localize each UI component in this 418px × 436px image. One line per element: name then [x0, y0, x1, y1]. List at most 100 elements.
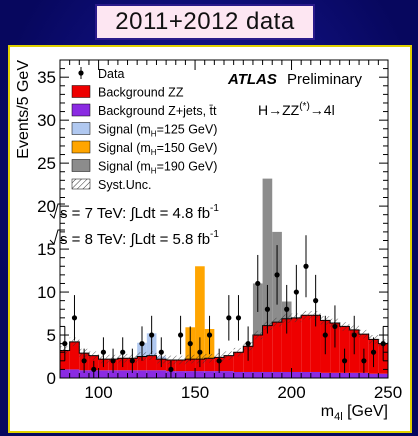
legend-label-0: Data [98, 67, 124, 81]
lumi-8tev: s = 8 TeV: ∫Ldt = 5.8 fb-1 [49, 229, 219, 248]
legend-label-sub-4: H [151, 148, 157, 157]
bar-1-20 [252, 335, 263, 372]
data-point-30 [351, 332, 357, 338]
data-points [62, 235, 386, 378]
x-tick-label-250: 250 [374, 383, 402, 402]
bar-0-32 [368, 373, 379, 378]
bar-0-28 [330, 372, 340, 378]
x-axis-label-unit: [GeV] [343, 403, 388, 420]
bar-1-25 [301, 315, 311, 372]
legend: Data Background ZZ Background Z+jets, t̄t S… [71, 67, 218, 192]
data-point-17 [226, 315, 232, 321]
bar-1-15 [204, 358, 215, 372]
data-point-22 [274, 272, 280, 278]
legend-label-sub-3: H [151, 130, 157, 139]
bar-1-13 [185, 359, 196, 372]
x-axis-label-sub: 4l [334, 411, 343, 423]
bar-1-26 [310, 315, 321, 372]
y-tick-label-35: 35 [37, 68, 56, 87]
bar-0-14 [195, 371, 205, 378]
unc-12 [175, 355, 186, 365]
data-point-27 [322, 332, 328, 338]
data-point-18 [235, 315, 242, 321]
legend-swatch-6 [71, 178, 91, 190]
data-point-4 [100, 349, 107, 355]
legend-swatch-4 [71, 140, 91, 154]
data-point-2 [81, 358, 87, 364]
legend-marker-0 [78, 70, 84, 76]
y-tick-label-10: 10 [37, 283, 56, 302]
bar-0-31 [359, 372, 369, 378]
bar-0-6 [117, 370, 128, 378]
slide-title: 2011+2012 data [95, 4, 315, 40]
bar-0-27 [320, 372, 331, 378]
bar-0-33 [378, 373, 388, 378]
data-point-10 [158, 349, 164, 355]
legend-label-sub-5: H [151, 167, 157, 176]
lumi-8-text: s = 8 TeV: ∫Ldt = 5.8 fb [60, 231, 210, 248]
bar-0-23 [281, 371, 292, 378]
bar-1-1 [69, 341, 80, 370]
legend-swatch-5 [71, 159, 91, 172]
data-point-16 [216, 358, 222, 364]
legend-label-tail-3: =125 GeV) [157, 123, 218, 137]
bar-1-21 [262, 325, 273, 372]
legend-label-3: Signal (mH=125 GeV) [98, 123, 217, 139]
unc-18 [233, 347, 244, 357]
bar-0-2 [79, 370, 89, 378]
data-point-26 [313, 298, 319, 304]
channel-sup: (*) [299, 101, 310, 112]
bar-0-7 [127, 370, 138, 378]
unc-11 [166, 355, 176, 365]
unc-15 [204, 353, 215, 363]
bar-0-5 [108, 370, 118, 378]
unc-9 [146, 351, 157, 360]
y-axis-label: Events/5 GeV [15, 60, 32, 159]
unc-31 [359, 329, 369, 339]
bar-0-4 [98, 370, 109, 378]
unc-29 [339, 322, 350, 331]
bar-0-25 [301, 371, 311, 378]
unc-3 [88, 351, 99, 360]
lumi-7tev: s = 7 TeV: ∫Ldt = 4.8 fb-1 [49, 203, 219, 222]
data-point-6 [120, 349, 126, 355]
axes: 0 5 10 15 20 25 30 35 100 150 200 250 Events/5 GeV m4… [15, 59, 402, 423]
unc-25 [301, 310, 311, 320]
legend-label-tail-4: =150 GeV) [157, 141, 218, 155]
data-point-15 [206, 332, 213, 338]
lumi-8-sup: -1 [210, 229, 219, 240]
bar-0-21 [262, 371, 273, 378]
unc-1 [69, 337, 80, 347]
bar-0-30 [349, 372, 360, 378]
data-point-29 [341, 358, 348, 364]
legend-label-main-5: Signal (m [98, 160, 151, 174]
bar-1-24 [291, 317, 302, 372]
svg-text:s = 7 TeV: ∫Ldt = 4.8 fb-1: s = 7 TeV: ∫Ldt = 4.8 fb-1 [60, 203, 219, 222]
data-point-3 [91, 366, 97, 373]
data-point-13 [187, 341, 193, 347]
bar-0-1 [69, 369, 80, 378]
bar-0-13 [185, 371, 196, 378]
channel-tail: →4l [310, 102, 335, 118]
y-tick-label-25: 25 [37, 154, 56, 173]
bar-0-20 [252, 371, 263, 378]
data-point-32 [370, 349, 377, 355]
channel-label: H→ZZ(*)→4l [258, 101, 335, 118]
bar-1-8 [137, 356, 147, 371]
x-axis-label-main: m [321, 403, 334, 420]
bar-3-14 [195, 266, 205, 360]
x-tick-label-150: 150 [181, 383, 209, 402]
data-point-5 [110, 358, 116, 364]
y-tick-label-0: 0 [47, 369, 56, 388]
y-tick-label-30: 30 [37, 111, 56, 130]
legend-label-tail-5: =190 GeV) [157, 160, 218, 174]
bar-0-17 [224, 371, 234, 378]
legend-label-2: Background Z+jets, t̄t [98, 104, 217, 118]
bar-1-22 [272, 322, 282, 372]
bar-4-21 [262, 178, 273, 326]
lumi-7-text: s = 7 TeV: ∫Ldt = 4.8 fb [60, 205, 210, 222]
x-tick-label-100: 100 [84, 383, 112, 402]
bar-1-28 [330, 322, 340, 373]
channel-main: H→ZZ [258, 102, 300, 118]
